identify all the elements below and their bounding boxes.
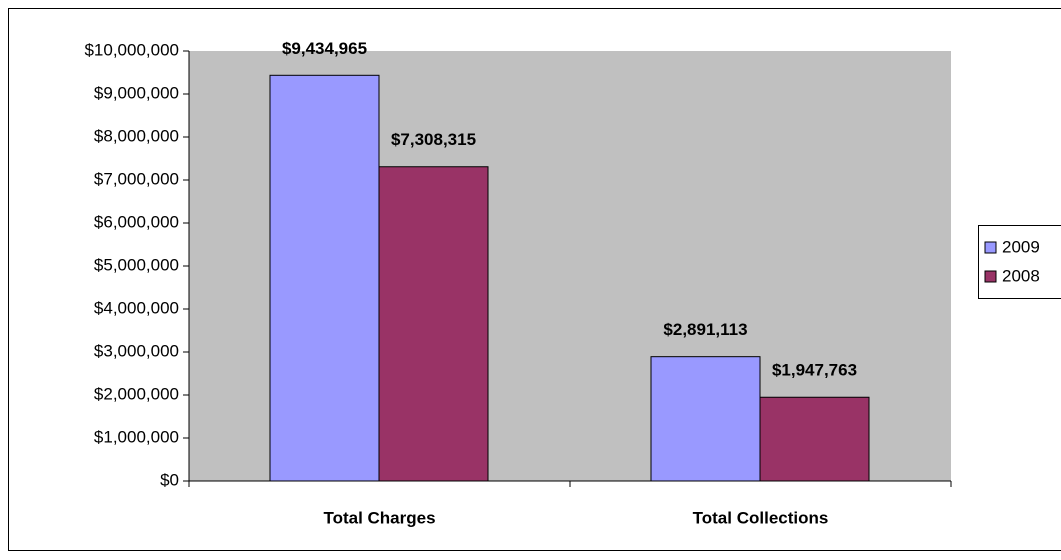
legend-label: 2009	[1002, 237, 1040, 256]
y-tick-label: $5,000,000	[94, 255, 179, 274]
y-tick-label: $0	[160, 470, 179, 489]
bar	[269, 74, 380, 482]
legend-label: 2008	[1002, 266, 1040, 285]
y-tick-label: $7,000,000	[94, 169, 179, 188]
legend-box	[978, 225, 1061, 299]
y-tick-label: $8,000,000	[94, 126, 179, 145]
y-tick-label: $9,000,000	[94, 83, 179, 102]
legend-swatch	[984, 241, 997, 254]
x-tick-label: Total Charges	[323, 508, 435, 527]
bar	[378, 166, 489, 482]
x-tick-label: Total Collections	[693, 508, 829, 527]
y-tick-label: $2,000,000	[94, 384, 179, 403]
bar	[650, 356, 761, 482]
y-tick-label: $3,000,000	[94, 341, 179, 360]
data-label: $7,308,315	[391, 130, 476, 149]
bar	[759, 396, 870, 482]
y-tick-label: $1,000,000	[94, 427, 179, 446]
data-label: $9,434,965	[282, 39, 367, 58]
y-tick-label: $4,000,000	[94, 298, 179, 317]
data-label: $2,891,113	[663, 320, 747, 339]
legend-swatch	[984, 270, 997, 283]
y-tick-label: $6,000,000	[94, 212, 179, 231]
data-label: $1,947,763	[772, 361, 857, 380]
y-tick-label: $10,000,000	[84, 40, 179, 59]
